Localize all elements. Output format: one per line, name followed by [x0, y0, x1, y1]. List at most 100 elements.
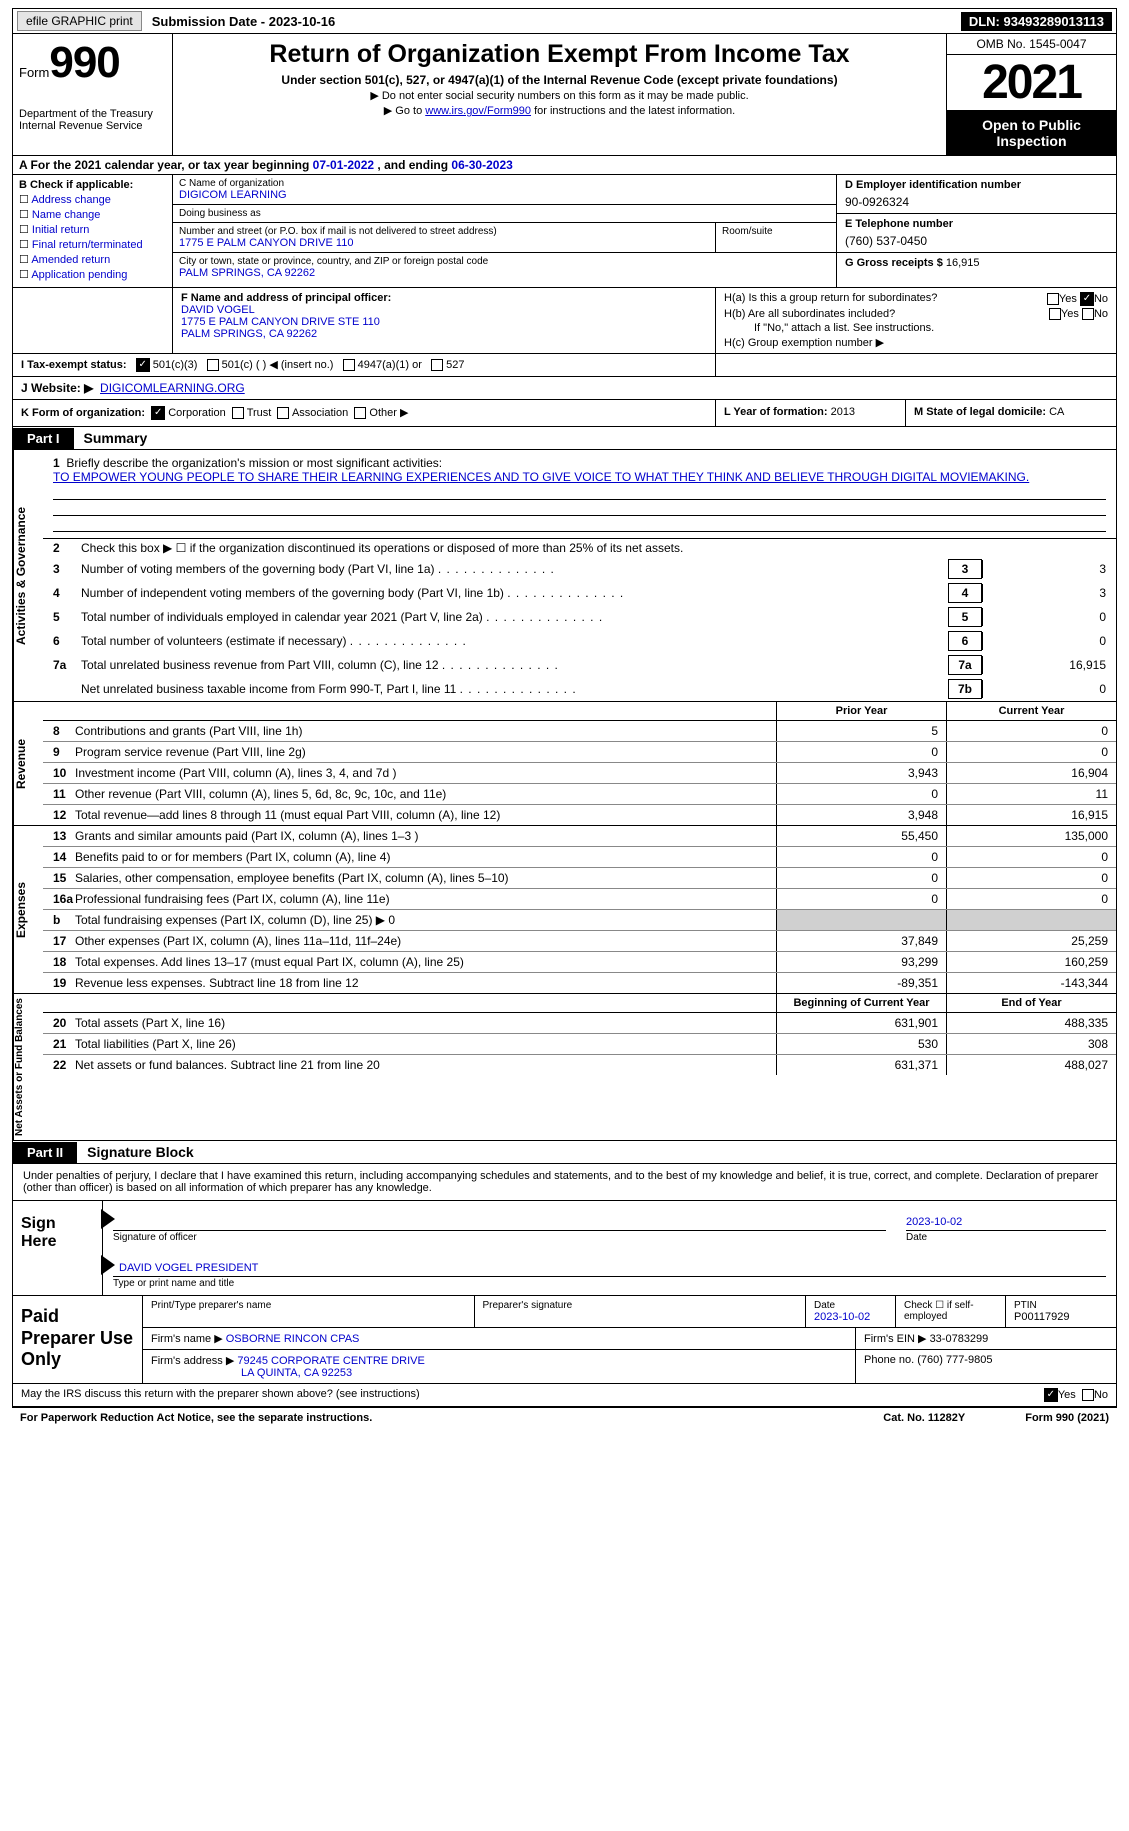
table-row: 20Total assets (Part X, line 16) 631,901… [43, 1013, 1116, 1034]
chk-4947[interactable] [343, 359, 355, 371]
gross-label: G Gross receipts $ [845, 257, 943, 269]
inspection-label: Open to Public Inspection [947, 111, 1116, 155]
table-row: bTotal fundraising expenses (Part IX, co… [43, 910, 1116, 931]
org-name: DIGICOM LEARNING [179, 189, 830, 201]
tax-year: 2021 [947, 55, 1116, 111]
row-fgh: F Name and address of principal officer:… [12, 288, 1117, 354]
room-label: Room/suite [722, 226, 830, 237]
chk-final-return[interactable]: Final return/terminated [19, 238, 166, 251]
ha-yes[interactable] [1047, 293, 1059, 305]
firm-addr2: LA QUINTA, CA 92253 [241, 1367, 352, 1379]
street-value: 1775 E PALM CANYON DRIVE 110 [179, 237, 709, 249]
sig-date-label: Date [906, 1232, 1106, 1243]
chk-527[interactable] [431, 359, 443, 371]
discuss-row: May the IRS discuss this return with the… [12, 1384, 1117, 1407]
col-c-org-info: C Name of organization DIGICOM LEARNING … [173, 175, 836, 287]
street-label: Number and street (or P.O. box if mail i… [179, 226, 709, 237]
table-row: 17Other expenses (Part IX, column (A), l… [43, 931, 1116, 952]
sig-arrow-icon-2 [101, 1255, 115, 1275]
table-row: 11Other revenue (Part VIII, column (A), … [43, 784, 1116, 805]
chk-name-change[interactable]: Name change [19, 208, 166, 221]
sig-officer-label: Signature of officer [113, 1232, 886, 1243]
phone-label: E Telephone number [845, 218, 1108, 230]
row-a-tax-year: A For the 2021 calendar year, or tax yea… [12, 156, 1117, 175]
table-row: 21Total liabilities (Part X, line 26) 53… [43, 1034, 1116, 1055]
col-d-contact: D Employer identification number 90-0926… [836, 175, 1116, 287]
gross-value: 16,915 [946, 257, 980, 269]
hb-note: If "No," attach a list. See instructions… [724, 322, 1108, 334]
officer-addr2: PALM SPRINGS, CA 92262 [181, 328, 707, 340]
chk-501c[interactable] [207, 359, 219, 371]
irs-link[interactable]: www.irs.gov/Form990 [425, 105, 531, 117]
discuss-no[interactable] [1082, 1389, 1094, 1401]
efile-button[interactable]: efile GRAPHIC print [17, 11, 142, 31]
hb-no[interactable] [1082, 308, 1094, 320]
paid-prep-label: Paid Preparer Use Only [13, 1296, 143, 1383]
submission-date: Submission Date - 2023-10-16 [152, 14, 336, 29]
sig-intro: Under penalties of perjury, I declare th… [13, 1164, 1116, 1201]
part-i-title: Summary [74, 427, 158, 449]
table-row: 19Revenue less expenses. Subtract line 1… [43, 973, 1116, 993]
chk-501c3[interactable]: ✓ [136, 358, 150, 372]
chk-other[interactable] [354, 407, 366, 419]
form-ref: Form 990 (2021) [1025, 1412, 1109, 1424]
section-revenue: Revenue Prior Year Current Year 8Contrib… [12, 702, 1117, 826]
chk-app-pending[interactable]: Application pending [19, 268, 166, 281]
ha-line: H(a) Is this a group return for subordin… [724, 292, 1108, 304]
website-link[interactable]: DIGICOMLEARNING.ORG [100, 381, 245, 395]
sig-arrow-icon [101, 1209, 115, 1229]
ha-no[interactable]: ✓ [1080, 292, 1094, 306]
table-row: 10Investment income (Part VIII, column (… [43, 763, 1116, 784]
dept-label: Department of the Treasury Internal Reve… [19, 108, 166, 132]
part-ii-title: Signature Block [77, 1141, 204, 1163]
hb-yes[interactable] [1049, 308, 1061, 320]
ein-value: 90-0926324 [845, 195, 1108, 209]
table-row: 16aProfessional fundraising fees (Part I… [43, 889, 1116, 910]
table-row: 9Program service revenue (Part VIII, lin… [43, 742, 1116, 763]
firm-ein: 33-0783299 [930, 1333, 989, 1345]
chk-trust[interactable] [232, 407, 244, 419]
summary-line: 5Total number of individuals employed in… [43, 605, 1116, 629]
officer-label: F Name and address of principal officer: [181, 292, 707, 304]
discuss-yes[interactable]: ✓ [1044, 1388, 1058, 1402]
chk-amended[interactable]: Amended return [19, 253, 166, 266]
chk-initial-return[interactable]: Initial return [19, 223, 166, 236]
table-row: 12Total revenue—add lines 8 through 11 (… [43, 805, 1116, 825]
summary-line: 4Number of independent voting members of… [43, 581, 1116, 605]
table-row: 15Salaries, other compensation, employee… [43, 868, 1116, 889]
chk-assoc[interactable] [277, 407, 289, 419]
summary-line: 7aTotal unrelated business revenue from … [43, 653, 1116, 677]
row-j-website: J Website: ▶ DIGICOMLEARNING.ORG [12, 377, 1117, 400]
summary-line: 6Total number of volunteers (estimate if… [43, 629, 1116, 653]
city-label: City or town, state or province, country… [179, 256, 830, 267]
col-eoy: End of Year [946, 994, 1116, 1012]
note-ssn: Do not enter social security numbers on … [181, 89, 938, 102]
chk-address-change[interactable]: Address change [19, 193, 166, 206]
officer-name-label: Type or print name and title [113, 1278, 1106, 1289]
ptin-value: P00117929 [1014, 1311, 1069, 1323]
row-klm: K Form of organization: ✓ Corporation Tr… [12, 400, 1117, 427]
firm-addr1: 79245 CORPORATE CENTRE DRIVE [237, 1355, 424, 1367]
ein-label: D Employer identification number [845, 179, 1108, 191]
signature-block: Under penalties of perjury, I declare th… [12, 1164, 1117, 1296]
table-row: 22Net assets or fund balances. Subtract … [43, 1055, 1116, 1075]
cat-no: Cat. No. 11282Y [883, 1412, 965, 1424]
top-bar: efile GRAPHIC print Submission Date - 20… [12, 8, 1117, 34]
summary-line: 2Check this box ▶ ☐ if the organization … [43, 539, 1116, 557]
vtab-ag: Activities & Governance [13, 450, 43, 701]
na-header-row: Beginning of Current Year End of Year [43, 994, 1116, 1013]
prep-sig-label: Preparer's signature [483, 1300, 798, 1311]
note-link: ▶ Go to www.irs.gov/Form990 for instruct… [181, 104, 938, 117]
self-employed-check[interactable]: Check ☐ if self-employed [896, 1296, 1006, 1327]
chk-corp[interactable]: ✓ [151, 406, 165, 420]
paid-preparer-block: Paid Preparer Use Only Print/Type prepar… [12, 1296, 1117, 1384]
form-header: Form990 Department of the Treasury Inter… [12, 34, 1117, 156]
part-ii-label: Part II [13, 1142, 77, 1163]
prep-date: 2023-10-02 [814, 1311, 870, 1323]
dln-label: DLN: 93493289013113 [961, 12, 1112, 31]
summary-line: 3Number of voting members of the governi… [43, 557, 1116, 581]
rev-header-row: Prior Year Current Year [43, 702, 1116, 721]
form-title: Return of Organization Exempt From Incom… [181, 40, 938, 69]
org-name-label: C Name of organization [179, 178, 830, 189]
section-expenses: Expenses 13Grants and similar amounts pa… [12, 826, 1117, 994]
